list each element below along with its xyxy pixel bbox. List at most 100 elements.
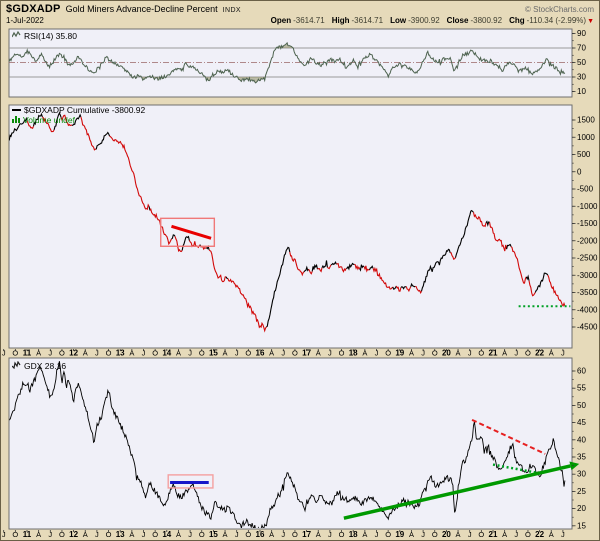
x-axis-label: O [12,530,18,539]
symbol-label: $GDXADP [6,3,61,15]
x-axis-label: O [525,530,531,539]
y-axis-label: 30 [577,73,586,82]
x-axis-label: 12 [69,530,78,539]
cumulative-line-segment [321,260,328,269]
x-axis-label: 21 [489,530,498,539]
x-axis-label: O [59,530,65,539]
y-axis-label: 50 [577,401,586,410]
x-axis-label: J [468,530,472,539]
cumulative-line-segment [534,272,549,293]
x-axis-label: O [292,349,298,358]
cumulative-line-segment [208,249,227,283]
cumulative-line-segment [311,263,319,272]
x-axis-label: O [432,349,438,358]
cumulative-line-segment [26,120,35,130]
x-axis-label: A [409,349,414,358]
cumulative-line-segment [346,262,355,271]
cumulative-line-segment [227,278,267,333]
cumulative-line-segment [225,276,228,280]
x-axis-label: O [106,349,112,358]
x-axis-label: 17 [302,349,311,358]
x-axis-label: 17 [302,530,311,539]
cumulative-line-segment [363,265,370,273]
cumulative-line-segment [109,135,150,211]
x-axis-label: 22 [535,349,544,358]
y-axis-label: 90 [577,29,586,38]
cumulative-line-segment [42,116,55,133]
y-axis-label: -4000 [577,305,598,314]
x-axis-label: A [36,530,41,539]
y-axis-label: -4500 [577,323,598,332]
x-axis-label: J [421,349,425,358]
x-axis-label: A [409,530,414,539]
volume-bars-icon [12,115,20,125]
cumulative-line-segment [510,246,527,284]
y-axis-label: 25 [577,487,586,496]
x-axis-label: 19 [395,530,404,539]
y-axis-label: 30 [577,470,586,479]
x-axis-label: O [59,349,65,358]
x-axis-label: 18 [349,349,358,358]
rsi-panel-plot [8,28,573,98]
volume-legend-label: Volume undef [23,114,75,125]
x-axis-label: A [362,530,367,539]
x-axis-label: J [561,349,565,358]
x-axis-label: O [385,530,391,539]
y-axis-label: 40 [577,435,586,444]
cumulative-line-segment [415,285,422,295]
cumulative-line-segment [289,251,305,277]
x-axis-label: 13 [116,530,125,539]
x-axis-label: O [152,349,158,358]
rsi-legend: RSI(14) 35.80 [11,30,77,41]
annotation-down-trendline [171,224,212,240]
annotation-double-top-box [167,474,214,489]
y-axis-label: 60 [577,367,586,376]
cumulative-line-segment [188,240,201,249]
x-axis-label: O [385,349,391,358]
cumulative-line-segment [181,235,190,251]
x-axis-label: A [176,530,181,539]
x-axis-label: J [514,530,518,539]
x-axis-label: 16 [256,349,265,358]
x-axis-label: O [245,530,251,539]
x-axis-label: O [292,530,298,539]
cumulative-line-segment [308,268,313,275]
x-axis-label: 12 [69,349,78,358]
cumulative-line-segment [80,116,97,151]
gdx-legend: GDX 28.16 [11,360,67,371]
cumulative-line-segment [71,113,82,126]
rsi-legend-label: RSI(14) 35.80 [24,30,77,41]
x-axis-label: O [245,349,251,358]
x-axis-label: J [421,530,425,539]
x-axis-label: A [456,349,461,358]
cumulative-line-segment [528,280,536,297]
y-axis-label: 500 [577,150,591,159]
x-axis-label: A [269,530,274,539]
gdx-legend-label: GDX 28.16 [24,360,67,371]
annotation-rising-support-arrow [343,464,571,520]
cumulative-line-segment [95,131,111,150]
cumulative-line-segment [450,252,456,260]
cumulative-line-segment [174,236,183,253]
cumulative-line-segment [32,112,43,127]
x-axis-label: J [375,349,379,358]
x-axis-label: O [339,530,345,539]
x-axis-label: J [95,349,99,358]
cumulative-line-segment [506,243,512,250]
y-axis-label: 45 [577,418,586,427]
x-axis-label: J [95,530,99,539]
x-axis-label: 21 [489,349,498,358]
cumulative-line-segment [327,264,332,270]
cumulative-line-segment [368,265,374,271]
cumulative-line-segment [60,114,73,127]
quote-open: Open -3614.71 [270,16,325,25]
x-axis-label: J [188,530,192,539]
x-axis-label: 11 [23,349,32,358]
main-series-legend: $GDXADP Cumulative -3800.92 [12,106,145,115]
x-axis-label: 15 [209,349,218,358]
x-axis-label: A [362,349,367,358]
x-axis-label: 16 [256,530,265,539]
x-axis-label: 20 [442,530,451,539]
header-row-quote: 1-Jul-2022 Open -3614.71 High -3614.71 Low… [6,16,594,25]
